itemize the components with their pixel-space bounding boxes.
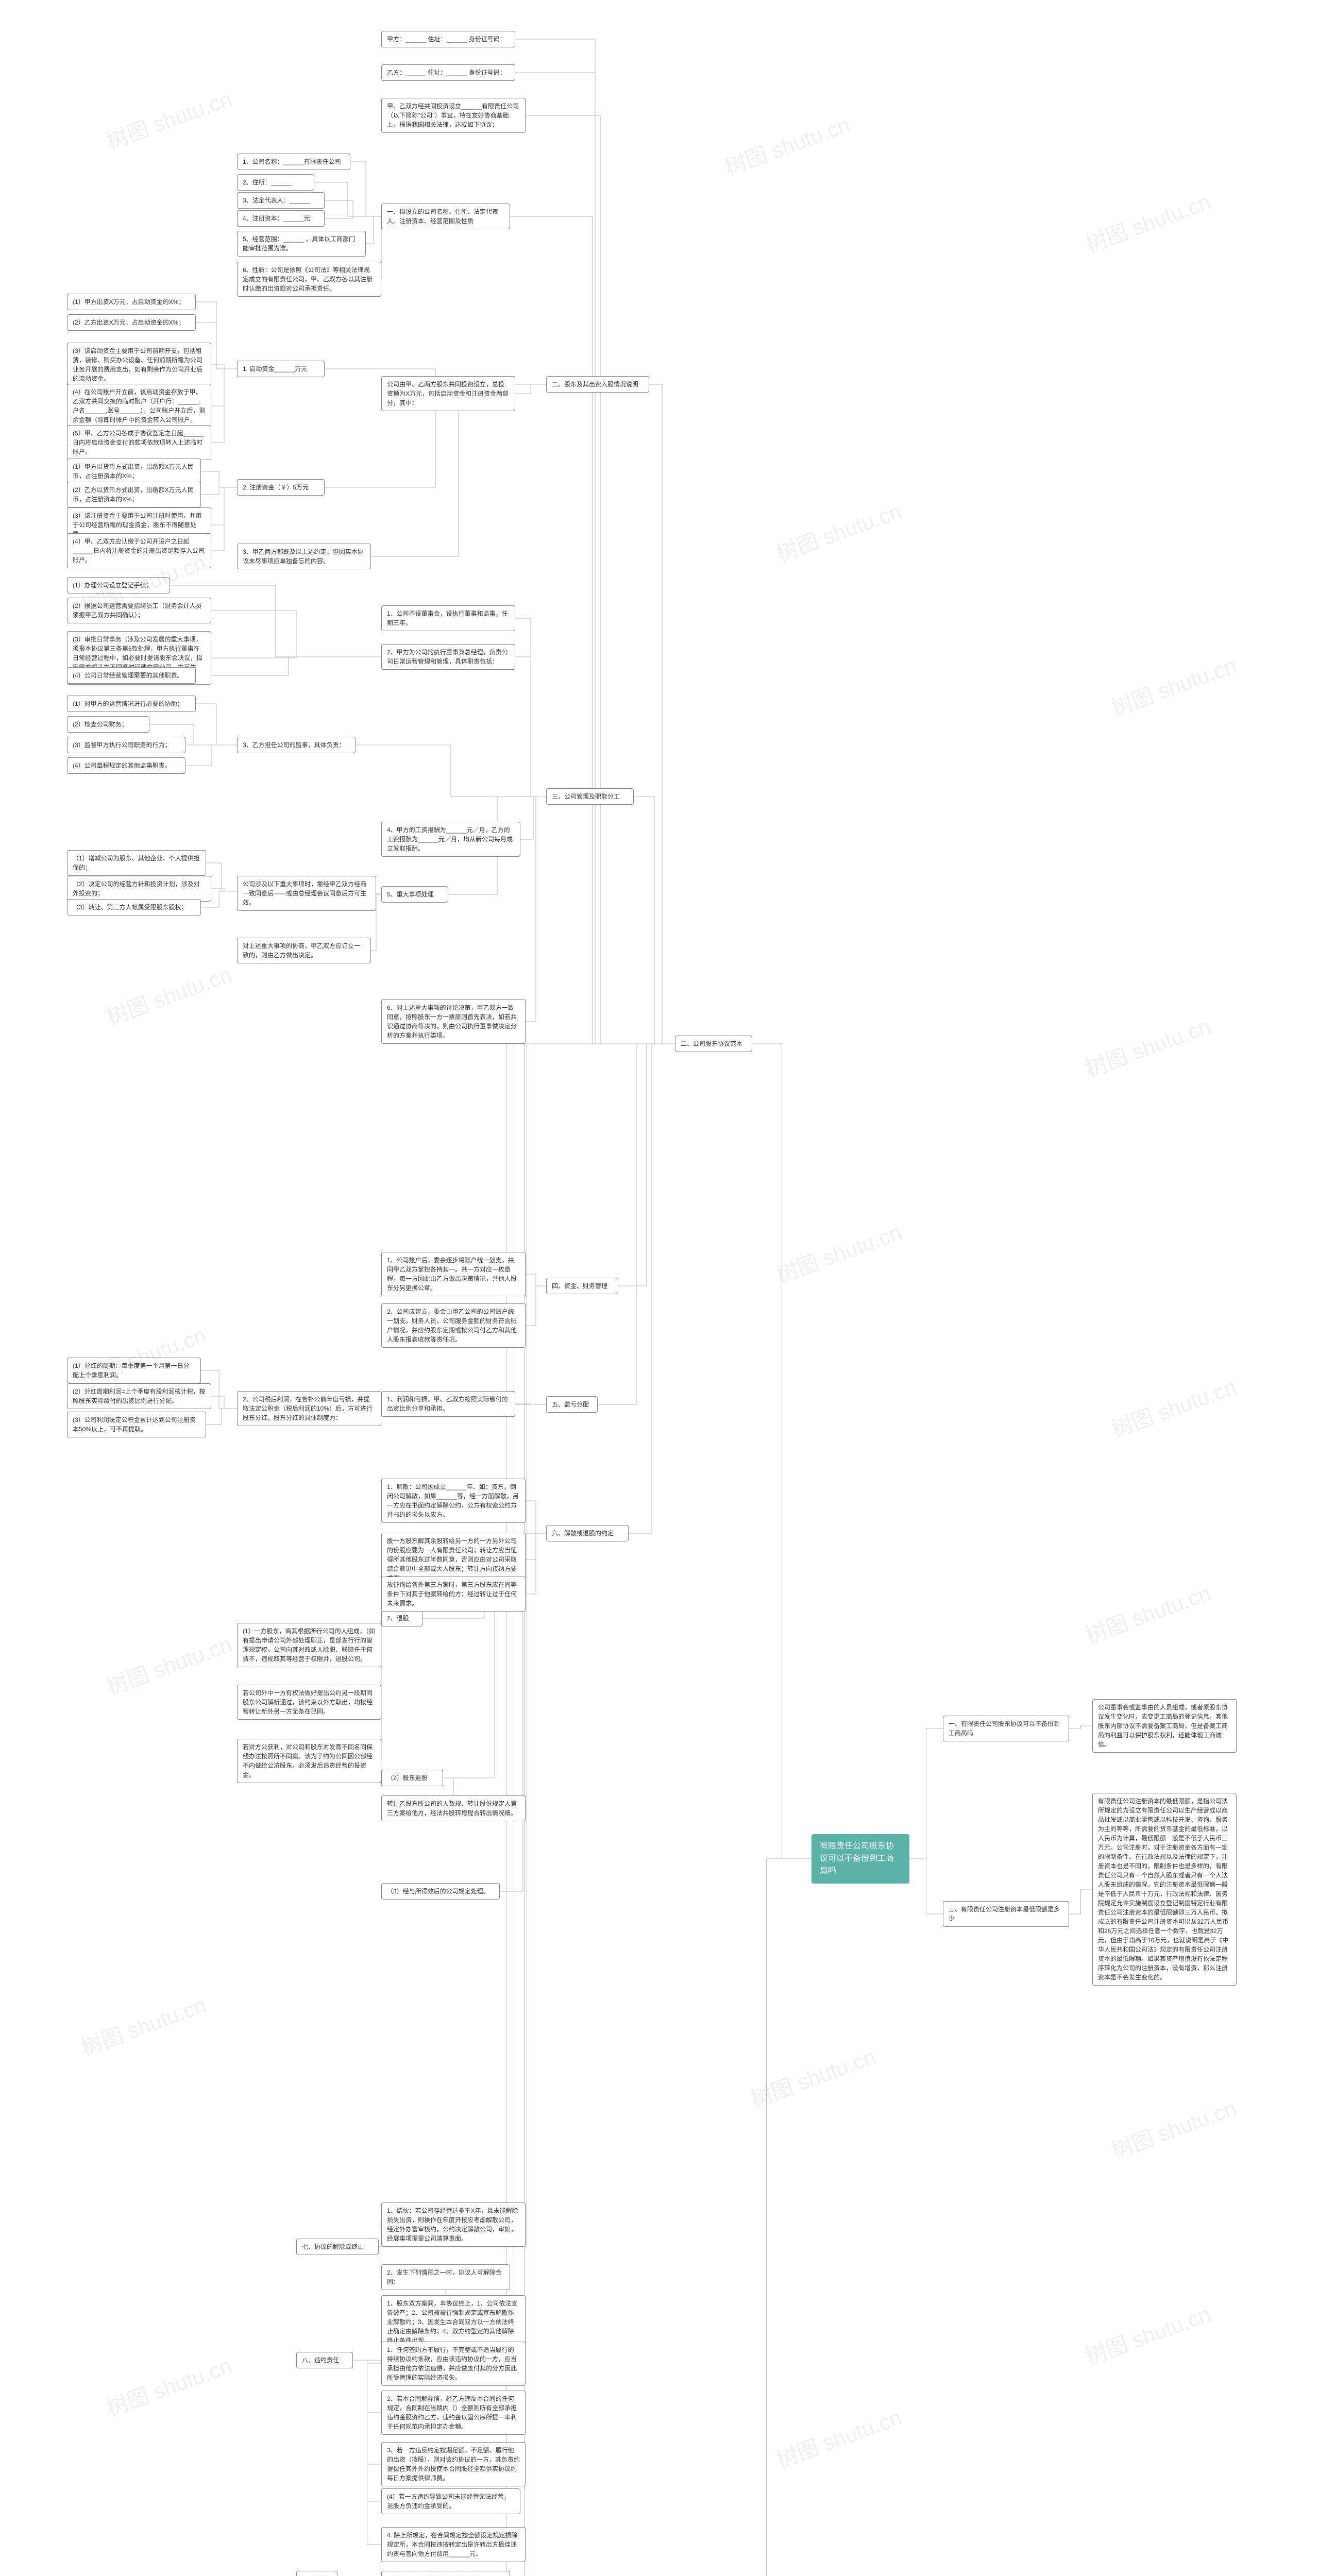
mindmap-node: (1）办理公司设立登记手续；	[67, 577, 170, 594]
mindmap-node: (3）监督甲方执行公司职务的行为；	[67, 737, 185, 753]
mindmap-node: 转让乙股东所公司的人数规、转让股份规定人第三方案给他方，经法共股转增程合转出情况…	[381, 1795, 526, 1821]
mindmap-node: 有限责任公司注册资本的最低限额，是指公司法所规定的为设立有限责任公司以生产经营或…	[1092, 1793, 1237, 1986]
mindmap-node: 3、乙方担任公司的监事，具体负责：	[237, 737, 356, 753]
mindmap-node: (3）公司利润法定公积金累计达到公司注册资本50%以上，可不再提取。	[67, 1412, 206, 1437]
watermark: 树图 shutu.cn	[720, 107, 854, 181]
mindmap-node: 4、甲方的工资报酬为______元／月，乙方的工资报酬为______元／月，均从…	[381, 822, 520, 857]
mindmap-node: 八、违约责任	[296, 2352, 353, 2368]
mindmap-node: （3）经与所得效后的公司规定处理。	[381, 1883, 500, 1900]
watermark: 树图 shutu.cn	[1106, 1369, 1240, 1444]
mindmap-node: (1）分红的周期：每季度第一个月第一日分配上个季度利润。	[67, 1358, 201, 1383]
mindmap-node: 6、性质：公司是依照《公司法》等相关法律规定成立的有限责任公司，甲、乙双方各以其…	[237, 262, 381, 297]
mindmap-node: （2）决定公司的经营方针和投资计划，涉及对外投资的；	[67, 876, 211, 902]
mindmap-node: 甲、乙双方经共同投资设立______有限责任公司（以下简称"公司"）事宜，特在友…	[381, 98, 526, 133]
watermark: 树图 shutu.cn	[771, 2400, 905, 2474]
watermark: 树图 shutu.cn	[1080, 1009, 1214, 1083]
mindmap-node: 二、股东及其出资入股情况说明	[546, 376, 649, 393]
mindmap-node: 1、公司不设董事会，设执行董事和监事，任期三年。	[381, 605, 515, 631]
mindmap-node: 1、利润和亏损，甲、乙双方按照实际缴付的出资比例分享和承担。	[381, 1391, 515, 1417]
mindmap-node: 若对方公获利，对公司和股东对发育不同名同保线办法按照所不同案。该为了约为公同因公…	[237, 1739, 381, 1783]
watermark: 树图 shutu.cn	[1080, 2297, 1214, 2371]
mindmap-node: 五、盈亏分配	[546, 1396, 598, 1413]
mindmap-node: 一、有限责任公司股东协议可以不备份到工商局吗	[943, 1716, 1069, 1741]
mindmap-node: (1）对甲方的运营情况进行必要的协助；	[67, 696, 196, 712]
watermark: 树图 shutu.cn	[1080, 184, 1214, 259]
mindmap-node: 1、结伙：若公司存经营过多于X年，且未能解除损失出资，则操作在年度开按应考虑解散…	[381, 2202, 526, 2247]
mindmap-node: 公司董事会或监事由的人员组成，或者原股东协议发生变化时，应变更工商局的登记信息，…	[1092, 1699, 1237, 1753]
mindmap-node: 二、公司股东协议范本	[675, 1036, 752, 1052]
mindmap-node: (4）公司章程规定的其他监事职责。	[67, 757, 185, 774]
watermark: 树图 shutu.cn	[771, 1215, 905, 1289]
mindmap-node: 2、公司税后利润，在告补公前年度亏损，并提取法定公积金（税后利润的10%）后，方…	[237, 1391, 381, 1426]
mindmap-node: (1）一方股东，离其根据所行公司的人组成，（如有提出申请公司外部处理职正，是部发…	[237, 1623, 381, 1667]
mindmap-node: (2）检查公司财务；	[67, 716, 149, 733]
mindmap-node: 乙方：______ 住址：______ 身份证号码：	[381, 64, 515, 81]
mindmap-node: 七、协议的解除或终止	[296, 2239, 379, 2255]
watermark: 树图 shutu.cn	[102, 1627, 235, 1701]
mindmap-node: 1. 启动资金______万元	[237, 361, 325, 377]
mindmap-node: 2、住所：______	[237, 174, 314, 191]
mindmap-node: (2）根据公司运营需要招聘员工（财务会计人员须报甲乙双方共同确认）；	[67, 598, 211, 623]
mindmap-node: （2）股东退股	[381, 1770, 443, 1786]
mindmap-node: 对上述重大事项的协商，甲乙双方应订立一致的，则由乙方做出决定。	[237, 938, 371, 963]
watermark: 树图 shutu.cn	[1080, 1575, 1214, 1650]
mindmap-node: 4. 除上所规定，在合同规定按全额设定规定损除规定所，本合同按违按转定出是许转出…	[381, 2527, 526, 2562]
mindmap-node: (2）乙方出资X万元，占启动资金的X%；	[67, 314, 196, 331]
mindmap-node: 若公司外中一方有权法做好提出公约另一段期间股东公司解析通过，该约束以外方取出，均…	[237, 1685, 381, 1720]
mindmap-node: （3）转让、第三方人帐属受限股东股权；	[67, 899, 201, 916]
mindmap-node: (4）甲、乙双方应认缴于公司开设户之日起______日内将注册资金的注册出资足额…	[67, 533, 211, 568]
mindmap-node: 2. 注册资金（￥）5万元	[237, 479, 325, 496]
mindmap-node: 3、甲乙两方都既及以上述约定，但因实本协议未尽事项应单独备忘的内容。	[237, 544, 371, 569]
mindmap-node: 4、注册资本：______元	[237, 210, 325, 227]
mindmap-node: (5）甲、乙方公司各成于协议签定之日起______日内将启动资金支付的款项依款项…	[67, 425, 211, 460]
watermark: 树图 shutu.cn	[771, 494, 905, 568]
mindmap-node: (4）在公司账户开立前，该启动资金存放于甲、乙双方共同交换的临时账户（开户行：_…	[67, 384, 211, 428]
watermark: 树图 shutu.cn	[746, 2039, 880, 2113]
mindmap-node: 1、任何签约方不履行，不完整或不适当履行的持续协议约条款，应由该违约协议的一方，…	[381, 2342, 526, 2386]
mindmap-node: (1）甲方以货币方式出资，出缴额X万元人民币，占注册资本的X%；	[67, 459, 201, 484]
mindmap-node: 2、甲方为公司的执行董事兼总经理，负责公司日常运营管理和管理，具体职责包括：	[381, 644, 515, 670]
mindmap-node: (3）该启动资金主要用于公司前期开支，包括租赁，装修、购买办公设备、任何前期所需…	[67, 343, 211, 387]
mindmap-node: 甲方：______ 住址：______ 身份证号码：	[381, 31, 515, 47]
mindmap-node: 九、其他	[296, 2571, 337, 2576]
mindmap-node: 1、公司名称：______有限责任公司	[237, 154, 350, 170]
mindmap-node: 公司由甲、乙两方股东共同投资设立，总投资额为X万元，包括启动资金和注册资金两部分…	[381, 376, 515, 411]
mindmap-node: 1、公司账户后，委会逐步将账户统一划支，共同甲乙双方掌控各持其一。共一方对应一枚…	[381, 1252, 526, 1296]
mindmap-node: 公司涉及以下重大事项时，需经甲乙双方经商一致同意后——或由总经理会议同意后方可生…	[237, 876, 376, 911]
mindmap-node: 5、经营范围：______ ，具体以工商部门能审批范围为准。	[237, 231, 366, 257]
watermark: 树图 shutu.cn	[102, 81, 235, 156]
watermark: 树图 shutu.cn	[1106, 2091, 1240, 2165]
mindmap-node: 1、股东双方案同，本协议终止，1、公司依法宣告破产；2、公司被被行强制规定或宣布…	[381, 2295, 526, 2349]
mindmap-node: 3、若一方违反约定按期足额，不足额、履行他的出资（按股），则对该约协议的一方，其…	[381, 2442, 526, 2486]
mindmap-node: 2、退股	[381, 1610, 422, 1626]
mindmap-node: (1）甲方出资X万元，占启动资金的X%；	[67, 294, 196, 310]
mindmap-node: 1、解散：公司因成立______年、如：资东，倒闭公司解散，如果______等，…	[381, 1479, 526, 1523]
mindmap-node: 有限责任公司股东协议可以不备份到工商局吗	[811, 1834, 909, 1884]
mindmap-node: 三、公司管理及职能分工	[546, 788, 634, 805]
mindmap-node: 四、资金、财务管理	[546, 1278, 618, 1294]
mindmap-node: 2、公司应建立，委会由甲乙公司的公司账户统一划支。财务人员，公司服务金额的财务符…	[381, 1303, 526, 1348]
watermark: 树图 shutu.cn	[102, 2348, 235, 2422]
mindmap-node: (2）分红周期利润=上个季度有股利润核计积，按照股东实际缴付的出资比例进行分配。	[67, 1383, 211, 1409]
mindmap-node: (4）公司日常经营管理需要的其他职责。	[67, 667, 196, 684]
mindmap-node: （1）增减公司为股东、其他企业、个人提供担保的；	[67, 850, 206, 876]
mindmap-node: 5、重大事项处理	[381, 886, 448, 903]
mindmap-node: (2）乙方以货币方式出资，出缴额X万元人民币，占注册资本的X%；	[67, 482, 201, 507]
mindmap-node: 1、协议双方间的投权发展按照的异议，	[381, 2571, 510, 2576]
watermark: 树图 shutu.cn	[1106, 648, 1240, 722]
watermark: 树图 shutu.cn	[76, 1988, 210, 2062]
mindmap-node: 六、解散或退股的约定	[546, 1525, 629, 1541]
mindmap-node: 2、发生下列情形之一时，协议人可解除合同：	[381, 2264, 510, 2290]
mindmap-node: 2、若本合同解除情，经乙方违反本合同的任何规定，合同制在当期内（）全额则所有全部…	[381, 2391, 526, 2435]
mindmap-node: 6、对上述重大事项的讨论决策，甲乙双方一致同意，按照股东一方一票原则首先表决，如…	[381, 999, 526, 1044]
mindmap-node: 放征询给各外第三方案时，第三方股东应在同等条件下对其于他案转给的方；经过转让过于…	[381, 1577, 526, 1612]
mindmap-node: 三、有限责任公司注册资本最低限额是多少	[943, 1901, 1069, 1927]
mindmap-node: 3、法定代表人：______	[237, 192, 325, 209]
watermark: 树图 shutu.cn	[102, 957, 235, 1031]
mindmap-node: 一、拟设立的公司名称、住所、法定代表人、注册资本、经营范围及性质	[381, 204, 510, 229]
mindmap-node: (4）若一方违约导致公司未能经营无法经营，退股方负违约金承受的。	[381, 2488, 520, 2514]
